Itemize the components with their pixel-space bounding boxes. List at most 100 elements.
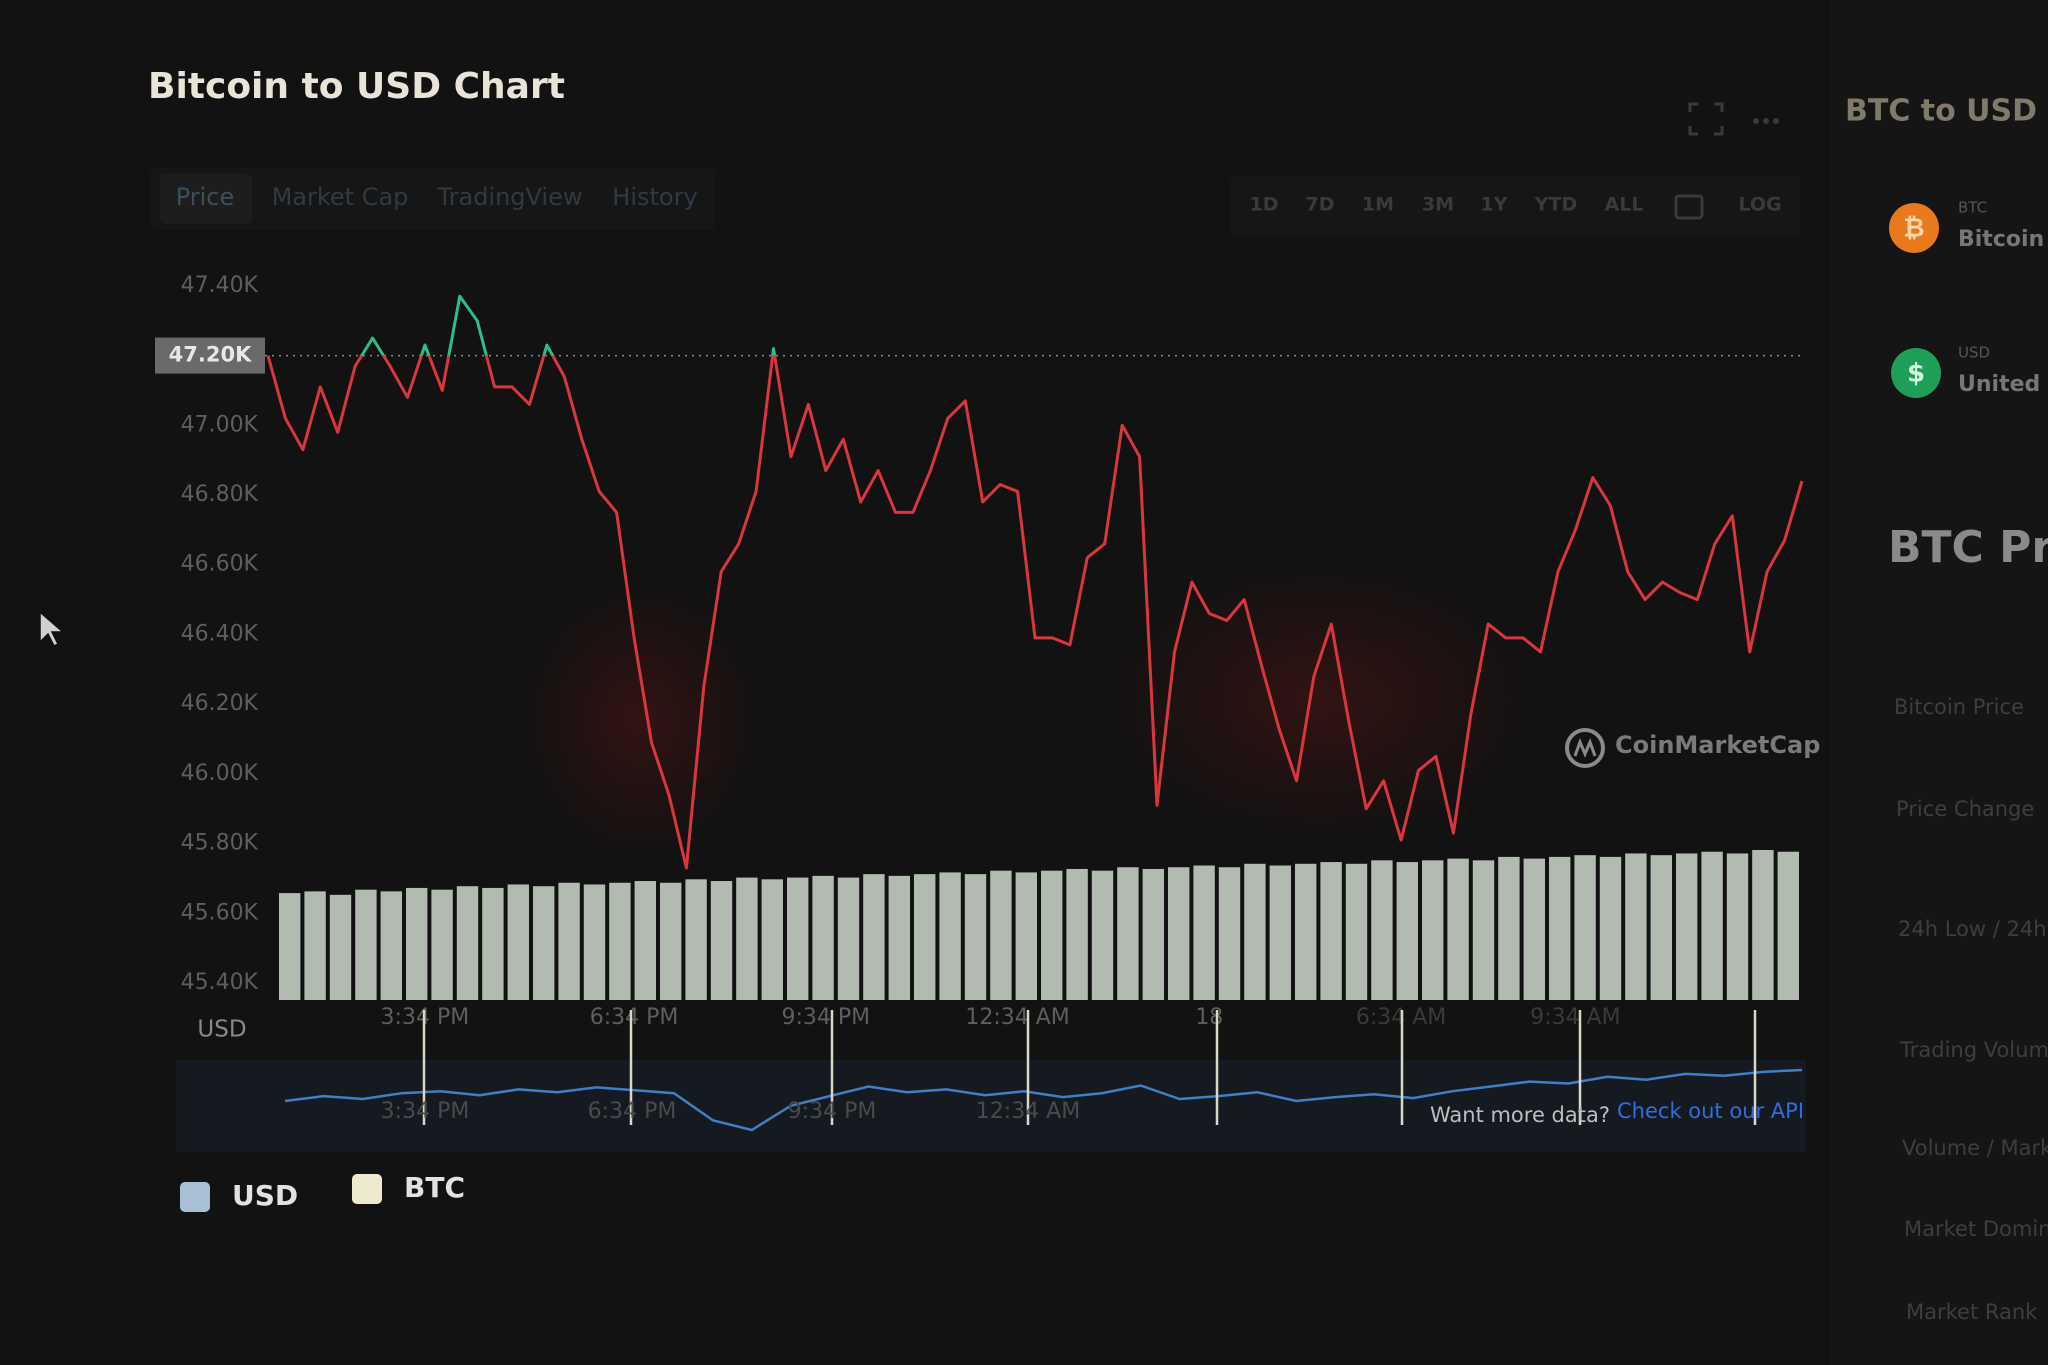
volume-bar [1218,867,1241,1000]
legend-label[interactable]: BTC [404,1171,465,1204]
navigator-bg [176,1060,1806,1152]
volume-bar [1193,865,1215,1000]
volume-bar [939,872,961,1000]
y-tick-label: 46.60K [181,552,259,577]
tab[interactable]: History [612,183,697,211]
volume-bar [1777,851,1799,1000]
range-button[interactable]: 1D [1250,194,1279,216]
volume-bar [1041,870,1063,1000]
y-tick-label: 45.40K [181,970,259,995]
coin-symbol: USD [1958,344,1990,362]
volume-bar [1295,863,1317,1000]
navigator-label: 6:34 PM [588,1099,677,1124]
watermark-logo-mark [1573,737,1597,758]
price-line [266,294,1804,870]
api-note: Want more data? [1430,1103,1610,1127]
volume-bar [1498,856,1520,1000]
volume-bar [1117,867,1139,1000]
volume-bar [482,887,504,1000]
range-bar [1230,176,1800,236]
volume-bar [660,882,682,1000]
volume-bar [1269,865,1291,1000]
volume-bar [533,886,555,1000]
area-glow [1100,560,1540,840]
range-button[interactable]: ALL [1605,194,1644,216]
range-button[interactable]: 3M [1422,194,1454,216]
stat-label: Trading Volum [1899,1038,2048,1062]
more-icon[interactable] [1753,118,1779,124]
volume-bar [1752,850,1774,1000]
volume-bar [736,877,758,1000]
calendar-button[interactable] [1674,194,1704,220]
volume-bar [837,877,860,1000]
volume-bar [1650,855,1672,1000]
tab[interactable]: Price [176,183,235,211]
volume-bar [609,882,631,1000]
volume-bar [380,891,402,1000]
stat-label: Price Change [1896,797,2034,821]
coin-symbol: BTC [1958,199,1987,217]
chart-title: Bitcoin to USD Chart [148,66,565,107]
bitcoin-icon-glyph: ₿ [1903,214,1924,244]
stat-label: Market Rank [1906,1300,2038,1324]
y-tick-label: 45.80K [181,831,259,856]
range-button[interactable]: 7D [1306,194,1335,216]
navigator-label: 12:34 AM [976,1099,1080,1124]
navigator-label: 3:34 PM [381,1099,470,1124]
navigator-label: 9:34 PM [788,1099,877,1124]
volume-bar [583,884,606,1000]
volume-bar [1472,860,1495,1000]
range-button[interactable]: LOG [1738,194,1781,216]
y-tick-label: 46.20K [181,691,259,716]
stat-label: 24h Low / 24h [1898,917,2047,941]
range-button[interactable]: YTD [1534,194,1578,216]
volume-bar [431,889,453,1000]
range-button[interactable]: 1M [1362,194,1394,216]
legend-swatch[interactable] [180,1182,210,1212]
legend-swatch[interactable] [352,1174,382,1204]
volume-bar [507,884,529,1000]
tab[interactable]: Market Cap [272,183,409,211]
volume-bar [812,875,834,1000]
reference-label-bg [155,337,265,374]
volume-bar [710,881,733,1000]
price-title: BTC Pric [1888,522,2048,573]
volume-bar [685,879,707,1000]
volume-bar [787,877,809,1000]
volume-bar [1726,853,1749,1000]
usd-icon [1891,348,1941,398]
coin-name: Bitcoin [1958,227,2044,252]
volume-bar [279,893,301,1000]
volume-bar [1371,860,1393,1000]
x-tick-label: 18 [1195,1005,1223,1030]
legend-label[interactable]: USD [232,1179,298,1212]
volume-bar [329,894,352,1000]
y-axis-unit: USD [197,1017,246,1043]
volume-bar [1422,860,1444,1000]
api-link[interactable]: Check out our API [1617,1099,1804,1123]
volume-bar [1320,862,1342,1000]
y-tick-label: 46.80K [181,482,259,507]
y-tick-label: 46.40K [181,621,259,646]
range-button[interactable]: 1Y [1481,194,1508,216]
coin-name: United St [1958,372,2048,397]
volume-bar [355,889,377,1000]
stat-label: Volume / Marke [1902,1136,2048,1160]
volume-bar [634,881,656,1000]
volume-bar [888,875,910,1000]
volume-bar [1168,867,1190,1000]
volume-bar [1345,863,1368,1000]
reference-label: 47.20K [169,343,252,367]
tab[interactable]: TradingView [436,183,582,211]
volume-bar [990,870,1012,1000]
fullscreen-icon[interactable] [1688,102,1724,136]
converter-title: BTC to USD Ca [1845,94,2048,129]
mouse-cursor [39,610,66,648]
volume-bar [456,886,479,1000]
usd-icon-glyph: $ [1907,359,1925,389]
volume-bar [964,874,987,1000]
x-tick-label: 6:34 PM [590,1005,679,1030]
bitcoin-icon [1889,203,1939,253]
